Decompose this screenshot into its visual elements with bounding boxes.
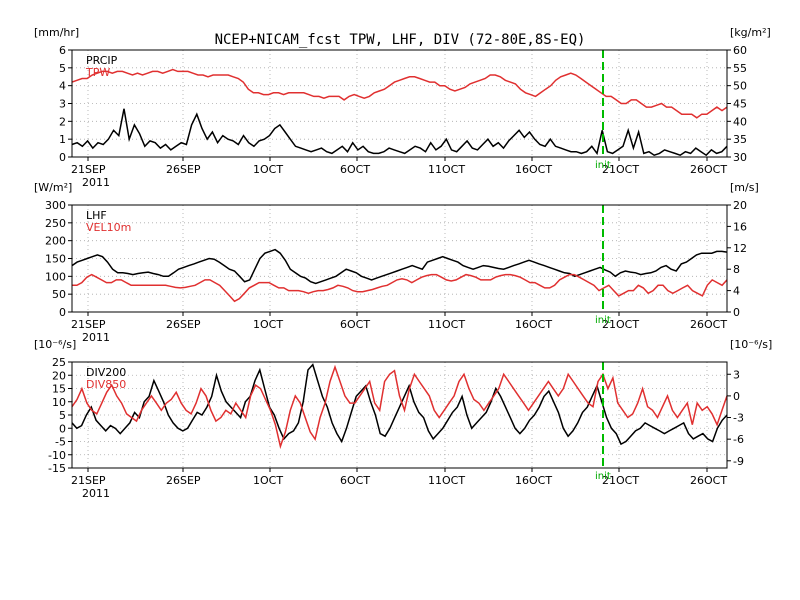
series-line-lhf xyxy=(71,248,728,285)
x-tick-label: 26SEP xyxy=(166,163,201,176)
x-tick-label: 6OCT xyxy=(340,474,370,487)
y-left-tick-label: 10 xyxy=(52,396,66,409)
y-right-tick-label: 8 xyxy=(733,263,740,276)
y-right-tick-label: 55 xyxy=(733,62,747,75)
y-left-tick-label: 0 xyxy=(59,422,66,435)
y-right-tick-label: 50 xyxy=(733,80,747,93)
y-right-tick-label: 35 xyxy=(733,133,747,146)
x-tick-label: 26OCT xyxy=(690,318,727,331)
x-tick-label: 26OCT xyxy=(690,163,727,176)
series-line-div850 xyxy=(71,364,728,450)
x-tick-label: 16OCT xyxy=(515,318,552,331)
x-year-label: 2011 xyxy=(82,176,110,189)
y-right-tick-label: 4 xyxy=(733,285,740,298)
x-tick-label: 21OCT xyxy=(602,163,639,176)
left-unit-label: [W/m²] xyxy=(34,181,72,194)
y-right-tick-label: -3 xyxy=(733,412,744,425)
y-left-tick-label: 15 xyxy=(52,383,66,396)
y-left-tick-label: 3 xyxy=(59,98,66,111)
right-unit-label: [10⁻⁶/s] xyxy=(730,338,772,351)
y-left-tick-label: 150 xyxy=(45,253,66,266)
x-tick-label: 11OCT xyxy=(428,318,465,331)
y-left-tick-label: -10 xyxy=(48,449,66,462)
y-left-tick-label: -15 xyxy=(48,462,66,475)
y-right-tick-label: 20 xyxy=(733,199,747,212)
x-tick-label: 16OCT xyxy=(515,163,552,176)
x-year-label: 2011 xyxy=(82,487,110,500)
right-unit-label: [kg/m²] xyxy=(730,26,771,39)
x-tick-label: 1OCT xyxy=(253,163,283,176)
y-right-tick-label: 40 xyxy=(733,115,747,128)
y-left-tick-label: 300 xyxy=(45,199,66,212)
left-unit-label: [10⁻⁶/s] xyxy=(34,338,76,351)
panel-frame xyxy=(71,204,728,313)
y-left-tick-label: 200 xyxy=(45,235,66,248)
y-right-tick-label: -9 xyxy=(733,455,744,468)
y-left-tick-label: 6 xyxy=(59,44,66,57)
panel-2: 0 50 100 150 200 250 300 0 4 8 12 16 20 21SEP 26SEP 1OC… xyxy=(34,181,759,344)
legend-vel10m: VEL10m xyxy=(86,221,131,234)
x-tick-label: 21OCT xyxy=(602,474,639,487)
x-tick-label: 26SEP xyxy=(166,474,201,487)
y-left-tick-label: 4 xyxy=(59,80,66,93)
y-right-tick-label: 3 xyxy=(733,368,740,381)
x-tick-label: 26OCT xyxy=(690,474,727,487)
series-line-prcip xyxy=(71,108,728,157)
legend-tpw: TPW xyxy=(85,66,110,79)
y-right-tick-label: 0 xyxy=(733,390,740,403)
init-label: init xyxy=(595,471,611,482)
legend-div850: DIV850 xyxy=(86,378,126,391)
x-tick-label: 26SEP xyxy=(166,318,201,331)
y-left-tick-label: -5 xyxy=(55,436,66,449)
x-tick-label: 11OCT xyxy=(428,474,465,487)
x-tick-label: 21SEP xyxy=(71,163,106,176)
legend-prcip: PRCIP xyxy=(86,54,118,67)
y-left-tick-label: 0 xyxy=(59,306,66,319)
y-left-tick-label: 5 xyxy=(59,62,66,75)
y-left-tick-label: 20 xyxy=(52,369,66,382)
chart-title: NCEP+NICAM_fcst TPW, LHF, DIV (72-80E,8S… xyxy=(215,32,586,48)
x-tick-label: 16OCT xyxy=(515,474,552,487)
x-tick-label: 1OCT xyxy=(253,474,283,487)
x-tick-label: 11OCT xyxy=(428,163,465,176)
left-unit-label: [mm/hr] xyxy=(34,26,79,39)
y-left-tick-label: 100 xyxy=(45,270,66,283)
series-line-tpw xyxy=(71,68,728,119)
init-label: init xyxy=(595,160,611,171)
y-right-tick-label: 12 xyxy=(733,242,747,255)
x-tick-label: 21SEP xyxy=(71,318,106,331)
right-unit-label: [m/s] xyxy=(730,181,759,194)
x-tick-label: 21OCT xyxy=(602,318,639,331)
y-left-tick-label: 1 xyxy=(59,133,66,146)
y-right-tick-label: 60 xyxy=(733,44,747,57)
series-line-div200 xyxy=(71,363,728,446)
y-right-tick-label: 0 xyxy=(733,306,740,319)
x-tick-label: 6OCT xyxy=(340,318,370,331)
y-left-tick-label: 5 xyxy=(59,409,66,422)
series-line-vel10m xyxy=(72,273,728,303)
y-right-tick-label: 45 xyxy=(733,98,747,111)
panel-frame xyxy=(71,361,728,469)
x-tick-label: 21SEP xyxy=(71,474,106,487)
x-tick-label: 1OCT xyxy=(253,318,283,331)
y-left-tick-label: 250 xyxy=(45,217,66,230)
init-label: init xyxy=(595,315,611,326)
x-year-label: 2011 xyxy=(82,331,110,344)
legend-lhf: LHF xyxy=(86,209,107,222)
legend-div200: DIV200 xyxy=(86,366,126,379)
panel-frame xyxy=(71,49,728,158)
y-left-tick-label: 50 xyxy=(52,288,66,301)
x-tick-label: 6OCT xyxy=(340,163,370,176)
y-right-tick-label: 16 xyxy=(733,220,747,233)
y-left-tick-label: 25 xyxy=(52,356,66,369)
y-right-tick-label: 30 xyxy=(733,151,747,164)
y-left-tick-label: 2 xyxy=(59,115,66,128)
y-left-tick-label: 0 xyxy=(59,151,66,164)
y-right-tick-label: -6 xyxy=(733,433,744,446)
